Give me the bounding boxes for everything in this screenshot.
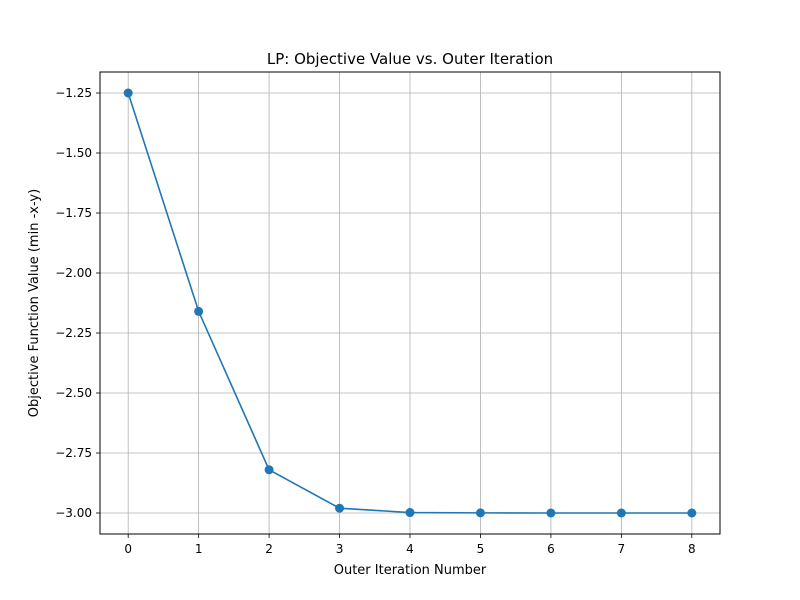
x-tick-label: 3 — [336, 542, 344, 556]
data-point — [546, 508, 556, 518]
y-tick-label: −2.75 — [55, 446, 92, 460]
x-tick-label: 8 — [688, 542, 696, 556]
data-point — [194, 306, 204, 316]
x-axis-label: Outer Iteration Number — [334, 563, 487, 578]
x-tick-label: 5 — [477, 542, 485, 556]
data-point — [687, 508, 697, 518]
y-tick-label: −2.00 — [55, 266, 92, 280]
series-layer — [123, 88, 697, 518]
y-tick-label: −2.50 — [55, 386, 92, 400]
y-tick-label: −1.75 — [55, 206, 92, 220]
x-tick-label: 6 — [547, 542, 555, 556]
ticks-layer: 0 1 2 3 4 5 6 7 8 −1.25 −1.50 −1.75 −2.00 −2.25 −2.50 −… — [55, 86, 695, 556]
x-tick-label: 2 — [265, 542, 273, 556]
data-point — [475, 508, 485, 518]
data-point — [405, 508, 415, 518]
y-axis-label: Objective Function Value (min -x-y) — [27, 189, 42, 417]
data-point — [616, 508, 626, 518]
data-point — [123, 88, 133, 98]
y-tick-label: −1.50 — [55, 146, 92, 160]
x-tick-label: 1 — [195, 542, 203, 556]
data-point — [264, 465, 274, 475]
data-point — [335, 503, 345, 513]
y-tick-label: −2.25 — [55, 326, 92, 340]
x-tick-label: 7 — [618, 542, 626, 556]
y-tick-label: −3.00 — [55, 506, 92, 520]
x-tick-label: 4 — [406, 542, 414, 556]
grid-layer — [100, 72, 720, 534]
x-tick-label: 0 — [124, 542, 132, 556]
y-tick-label: −1.25 — [55, 86, 92, 100]
chart-title: LP: Objective Value vs. Outer Iteration — [267, 50, 553, 68]
